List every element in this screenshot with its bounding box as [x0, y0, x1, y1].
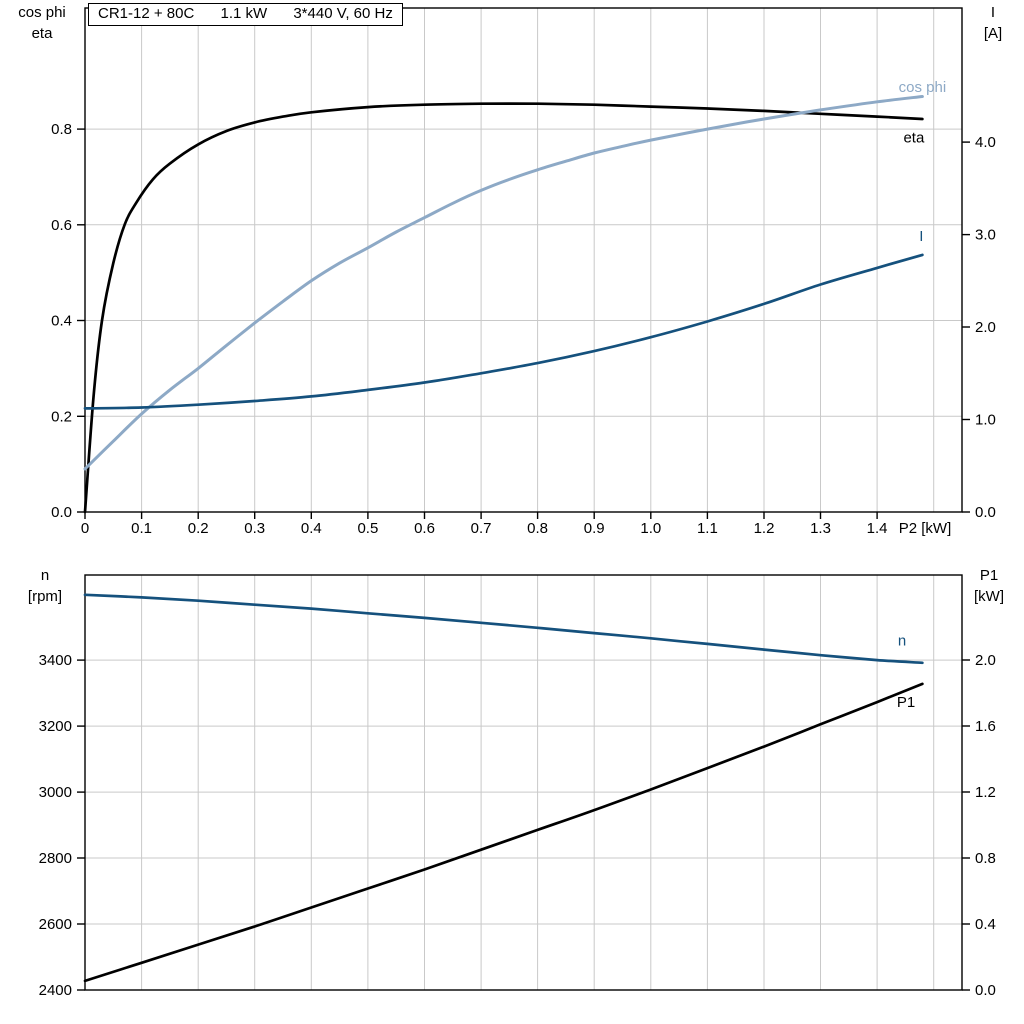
left-tick-label: 2600	[39, 916, 72, 933]
right-axis-title-line2: [A]	[983, 25, 1003, 42]
right-axis-title-line1: I	[990, 4, 996, 21]
x-tick-label: 1.3	[810, 520, 831, 537]
series-eta-label: eta	[903, 130, 925, 147]
x-tick-label: 0.1	[131, 520, 152, 537]
left-tick-label: 3400	[39, 652, 72, 669]
x-tick-label: 0	[81, 520, 89, 537]
x-tick-label: 0.9	[584, 520, 605, 537]
p1-axis-title-line2: [kW]	[974, 588, 1004, 605]
left-tick-label: 0.4	[51, 313, 72, 330]
x-tick-label: 1.0	[640, 520, 661, 537]
x-tick-label: 0.8	[527, 520, 548, 537]
x-tick-label: 0.2	[188, 520, 209, 537]
right-tick-label: 0.8	[975, 850, 996, 867]
x-tick-label: 0.7	[471, 520, 492, 537]
right-tick-label: 1.0	[975, 412, 996, 429]
right-tick-label: 0.4	[975, 916, 996, 933]
right-tick-label: 0.0	[975, 504, 996, 521]
left-tick-label: 2800	[39, 850, 72, 867]
p1-axis-title-line1: P1	[979, 567, 999, 584]
series-P1-curve	[83, 682, 924, 983]
left-tick-label: 0.8	[51, 121, 72, 138]
series-I-label: I	[919, 228, 923, 245]
title-model: CR1-12 + 80C	[98, 5, 195, 22]
x-tick-label: 0.6	[414, 520, 435, 537]
right-tick-label: 2.0	[975, 652, 996, 669]
left-tick-label: 3000	[39, 784, 72, 801]
x-tick-label: 1.4	[867, 520, 888, 537]
bottom-left-axis-title: n [rpm]	[8, 565, 82, 607]
left-tick-label: 3200	[39, 718, 72, 735]
n-axis-title-line2: [rpm]	[27, 588, 63, 605]
chart-title-box: CR1-12 + 80C 1.1 kW 3*440 V, 60 Hz	[88, 3, 403, 26]
series-P1-label: P1	[897, 694, 915, 711]
top-left-axis-title: cos phi eta	[4, 2, 80, 44]
x-tick-label: 1.2	[754, 520, 775, 537]
x-tick-label: 0.4	[301, 520, 322, 537]
left-tick-label: 0.6	[51, 217, 72, 234]
x-tick-label: 0.3	[244, 520, 265, 537]
series-cos-phi-label: cos phi	[899, 79, 947, 96]
series-n-label: n	[898, 633, 906, 650]
title-power: 1.1 kW	[220, 5, 268, 22]
x-tick-label: 0.5	[357, 520, 378, 537]
right-tick-label: 0.0	[975, 982, 996, 999]
left-tick-label: 2400	[39, 982, 72, 999]
right-tick-label: 4.0	[975, 134, 996, 151]
plot-frame	[84, 7, 963, 513]
left-tick-label: 0.2	[51, 408, 72, 425]
series-n-curve	[83, 593, 924, 665]
left-axis-title-line1: cos phi	[18, 4, 66, 21]
n-axis-title-line1: n	[40, 567, 50, 584]
series-cos-phi-curve	[83, 95, 924, 471]
left-axis-title-line2: eta	[31, 25, 53, 42]
right-tick-label: 2.0	[975, 319, 996, 336]
series-eta-curve	[83, 102, 924, 514]
right-tick-label: 3.0	[975, 227, 996, 244]
right-tick-label: 1.6	[975, 718, 996, 735]
plot-frame	[84, 574, 963, 991]
x-tick-label: 1.1	[697, 520, 718, 537]
title-supply: 3*440 V, 60 Hz	[293, 5, 393, 22]
left-tick-label: 0.0	[51, 504, 72, 521]
right-tick-label: 1.2	[975, 784, 996, 801]
bottom-right-axis-title: P1 [kW]	[964, 565, 1014, 607]
x-axis-label: P2 [kW]	[899, 520, 952, 537]
top-right-axis-title: I [A]	[970, 2, 1016, 44]
series-I-curve	[83, 253, 924, 410]
